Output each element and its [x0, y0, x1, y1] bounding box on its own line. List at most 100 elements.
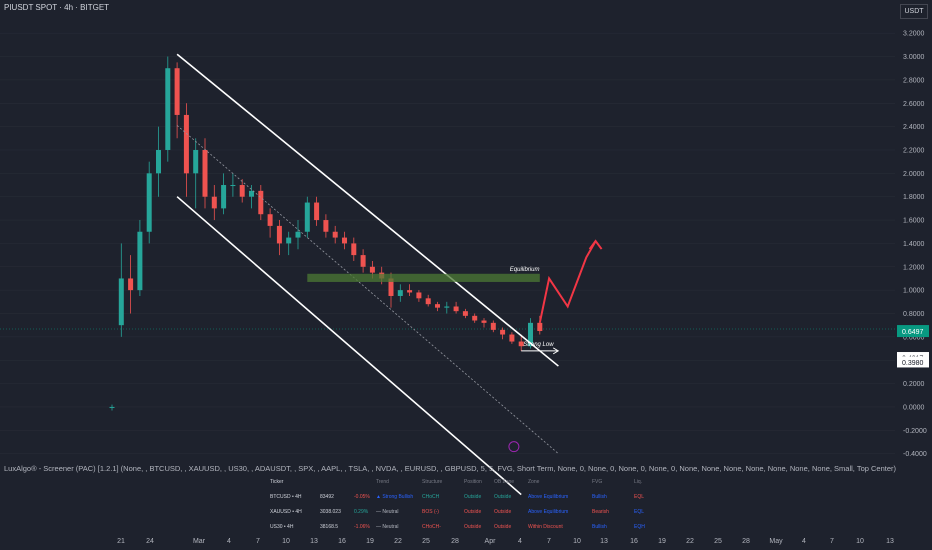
- candle-body: [490, 322, 496, 330]
- candle-body: [230, 185, 236, 187]
- position-cell: Outside: [464, 493, 482, 500]
- candle-body: [500, 329, 506, 335]
- screener-header: Ticker: [270, 478, 284, 485]
- candle-body: [156, 149, 161, 174]
- symbol-title[interactable]: PIUSDT SPOT · 4h · BITGET: [4, 3, 110, 12]
- time-tick-label: 25: [422, 538, 430, 545]
- candle-body: [137, 231, 143, 291]
- candle-body: [444, 306, 450, 308]
- screener-header: Liq.: [634, 478, 643, 485]
- screener-header-row: Ticker Trend Structure Position OB Zone …: [270, 474, 658, 489]
- time-tick-label: 13: [886, 538, 894, 545]
- position-cell: Outside: [464, 508, 482, 515]
- candle-body: [118, 278, 124, 326]
- price-tick-label: 2.2000: [903, 147, 925, 154]
- screener-header: Position: [464, 478, 482, 485]
- time-tick-label: 16: [338, 538, 346, 545]
- candle-body: [323, 220, 329, 232]
- price-tick-label: 1.6000: [903, 218, 925, 225]
- price-tick-label: 0.6000: [903, 334, 925, 341]
- price-tick-label: 2.0000: [903, 171, 925, 178]
- candle-body: [249, 190, 254, 197]
- time-tick-label: 10: [573, 538, 581, 545]
- ob-cell: Outside: [494, 523, 512, 530]
- candle-body: [425, 298, 431, 305]
- channel-midline: [176, 125, 559, 454]
- time-tick-label: 28: [451, 538, 459, 545]
- candle-body: [360, 255, 366, 267]
- candle-body: [276, 225, 282, 244]
- candle-body: [286, 237, 292, 244]
- strong-low-arrowhead: [552, 347, 560, 355]
- zone-cell: Within Discount: [528, 523, 563, 530]
- time-tick-label: 28: [742, 538, 750, 545]
- change-cell: -0.05%: [354, 493, 370, 500]
- price-tick-label: 0.0000: [903, 404, 925, 411]
- time-tick-label: Mar: [193, 538, 206, 545]
- ticker-cell: BTCUSD • 4H: [270, 493, 302, 500]
- time-tick-label: 7: [830, 538, 834, 545]
- structure-cell: BOS (-): [422, 508, 439, 515]
- candle-body: [407, 290, 413, 293]
- candle-body: [397, 290, 403, 296]
- price-tick-label: 1.2000: [903, 264, 925, 271]
- candle-body: [183, 114, 189, 174]
- price-tick-label: 2.6000: [903, 101, 925, 108]
- price-tick-label: -0.4000: [903, 451, 927, 458]
- time-tick-label: 4: [518, 538, 522, 545]
- drawings: Equilibrium Strong Low: [176, 53, 603, 496]
- screener-header: OB Zone: [494, 478, 515, 485]
- candle-body: [239, 185, 245, 197]
- candle-body: [351, 243, 357, 256]
- change-cell: -1.06%: [354, 523, 370, 530]
- currency-button[interactable]: USDT: [900, 4, 928, 19]
- candle-body: [518, 341, 524, 347]
- candle-body: [109, 406, 115, 408]
- time-tick-label: 19: [366, 538, 374, 545]
- time-tick-label: May: [769, 538, 783, 545]
- candle-body: [221, 185, 227, 209]
- liq-cell: EQH: [634, 523, 645, 530]
- price-tick-label: 2.8000: [903, 77, 925, 84]
- time-tick-label: 4: [802, 538, 806, 545]
- candle-body: [267, 214, 273, 226]
- last-price-label: 0.6497: [902, 329, 924, 336]
- channel-upper-line: [176, 53, 559, 367]
- time-tick-label: 25: [714, 538, 722, 545]
- time-axis[interactable]: 21 24 Mar 4 7 10 13 16 19 22 25 28 Apr 4 7 10 13 16 19 22 25…: [117, 538, 894, 545]
- price-tick-label: 1.8000: [903, 194, 925, 201]
- candle-body: [537, 322, 543, 332]
- price-tick-label: 3.0000: [903, 54, 925, 61]
- candle-body: [165, 68, 171, 150]
- price-cell: 83492: [320, 493, 334, 500]
- price-tick-label: 1.0000: [903, 288, 925, 295]
- candle-body: [295, 231, 301, 238]
- ticker-cell: XAUUSD • 4H: [270, 508, 302, 515]
- price-axis-bg: [895, 0, 932, 550]
- candle-body: [509, 334, 515, 342]
- candle-body: [128, 278, 134, 291]
- screener-header: Structure: [422, 478, 443, 485]
- price-tick-label: 2.4000: [903, 124, 925, 131]
- candle-body: [211, 196, 217, 209]
- table-row: US30 • 4H 38168.5 -1.06% — Neutral CHoCH…: [270, 519, 658, 534]
- candle-body: [193, 149, 199, 174]
- screener-header: Zone: [528, 478, 540, 485]
- zone-cell: Above Equilibrium: [528, 493, 569, 500]
- candle-body: [388, 278, 394, 296]
- price-label-box: [897, 356, 929, 368]
- price-axis[interactable]: 3.2000 3.0000 2.8000 2.6000 2.4000 2.2000 2.00…: [895, 0, 932, 550]
- candle-body: [342, 237, 347, 244]
- candle-body: [202, 149, 208, 197]
- zone-cell: Above Equilibrium: [528, 508, 569, 515]
- candles: [109, 56, 543, 411]
- projection-path: [538, 240, 597, 324]
- candle-body: [304, 202, 310, 232]
- indicator-label[interactable]: LuxAlgo® - Screener (PAC) [1.2.1] (None,…: [4, 464, 897, 473]
- candle-body: [435, 304, 440, 308]
- price-tick-label: 0.2000: [903, 381, 925, 388]
- time-tick-label: 7: [256, 538, 260, 545]
- candle-body: [258, 190, 264, 215]
- ticker-cell: US30 • 4H: [270, 523, 294, 530]
